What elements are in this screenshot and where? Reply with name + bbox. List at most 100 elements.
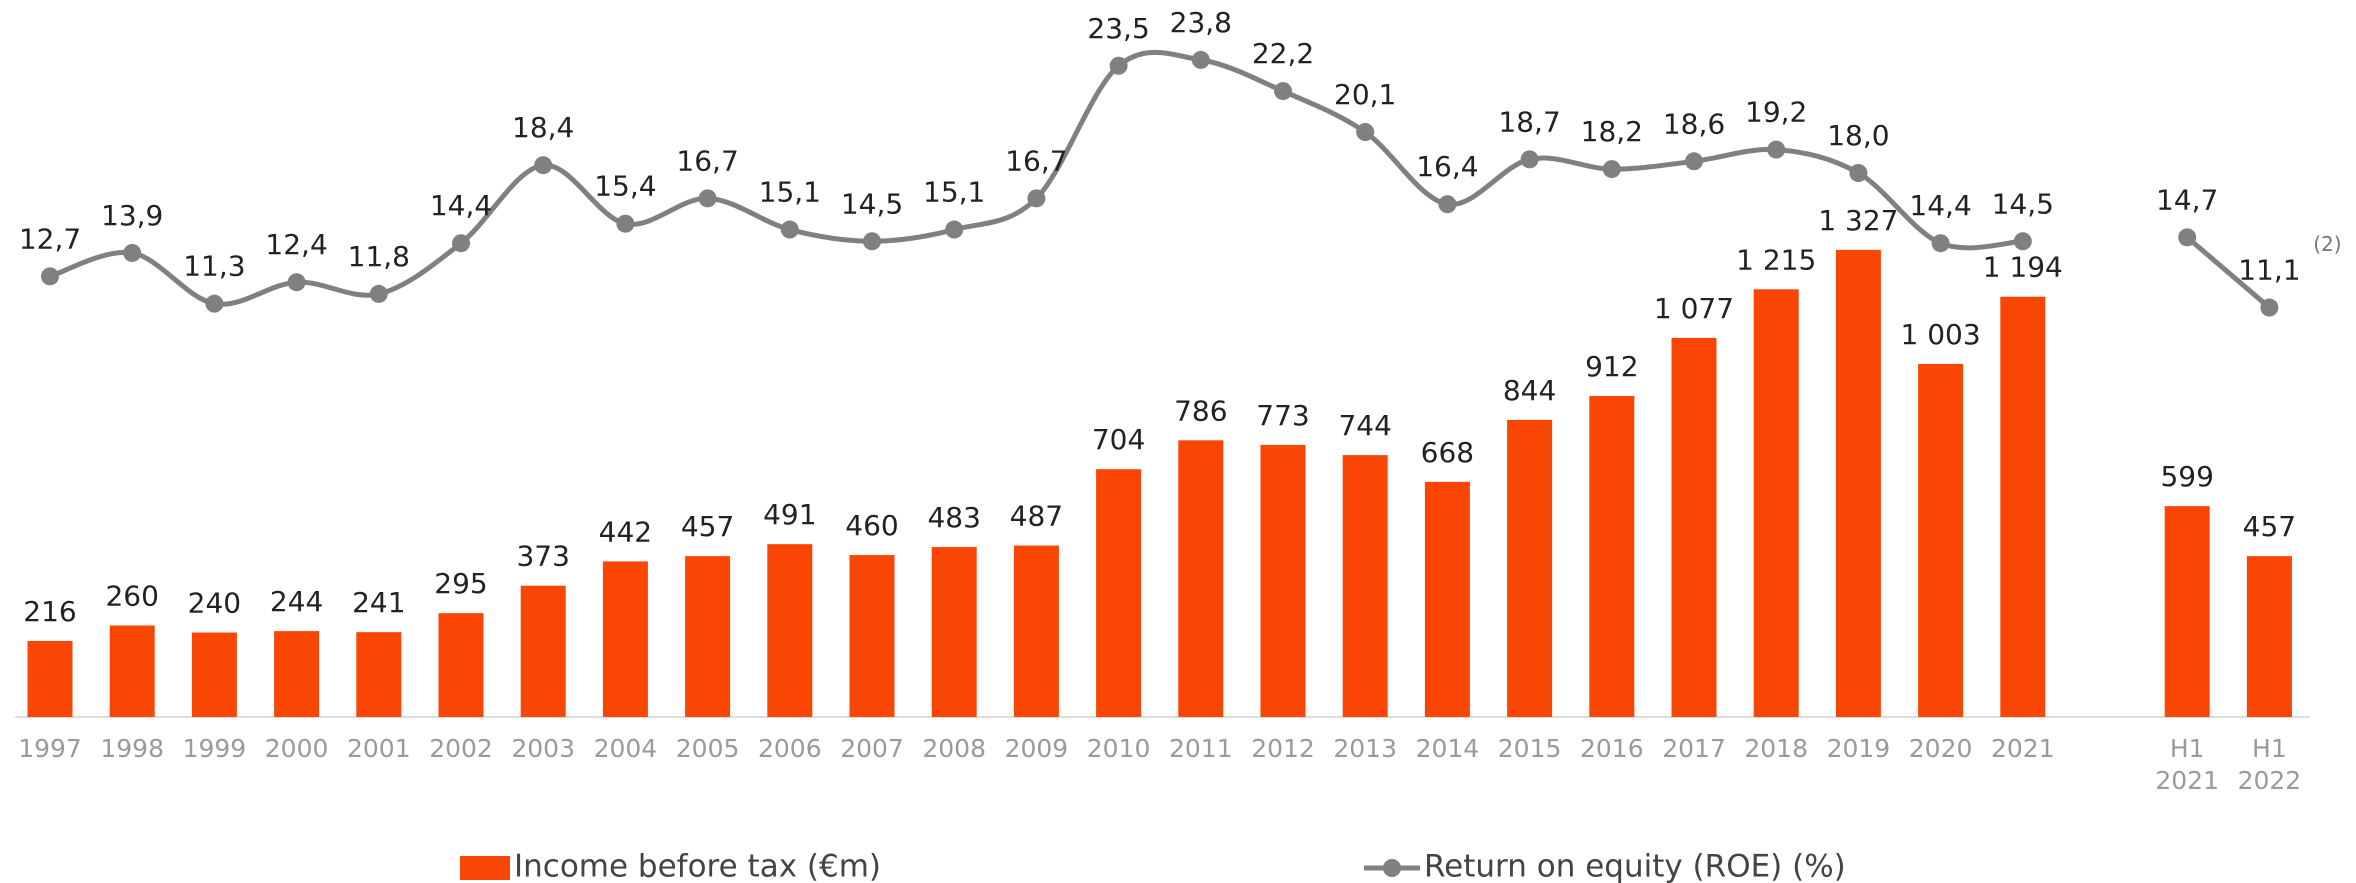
bar — [109, 625, 155, 717]
x-tick-label: 2007 — [840, 734, 904, 763]
roe-point — [1109, 56, 1128, 75]
x-tick-label: 2003 — [511, 734, 575, 763]
roe-point — [1520, 150, 1539, 169]
bar — [767, 544, 813, 717]
bar-label: 240 — [188, 587, 241, 620]
roe-label: 15,1 — [923, 176, 985, 209]
x-tick-label: 2016 — [1580, 734, 1644, 763]
bar — [849, 555, 895, 717]
roe-point — [369, 284, 388, 303]
bar — [931, 546, 977, 717]
x-tick-label: 2004 — [594, 734, 658, 763]
x-tick-label: H1 2021 — [2155, 734, 2219, 795]
roe-point — [1438, 195, 1457, 214]
x-tick-label: 2005 — [676, 734, 740, 763]
roe-point — [780, 220, 799, 239]
x-tick-label: 2017 — [1662, 734, 1726, 763]
x-tick-label: 1998 — [100, 734, 164, 763]
roe-label: 16,4 — [1416, 150, 1478, 183]
x-tick-label: 2014 — [1416, 734, 1480, 763]
roe-label: 15,1 — [759, 176, 821, 209]
bar — [520, 585, 566, 717]
bar — [1260, 444, 1306, 717]
bar-label: 1 194 — [1983, 251, 2063, 284]
roe-label: 14,4 — [430, 189, 492, 222]
roe-point — [1602, 160, 1621, 179]
roe-label: 18,6 — [1663, 107, 1725, 140]
bar — [1589, 395, 1635, 717]
roe-point — [41, 267, 59, 286]
roe-point — [123, 243, 142, 262]
legend-swatch — [460, 856, 510, 880]
roe-label: 18,2 — [1581, 115, 1643, 148]
bar — [274, 631, 320, 717]
annotation: (2) — [2313, 232, 2341, 256]
bar-label: 260 — [105, 579, 158, 612]
bar-label: 483 — [927, 501, 980, 534]
x-tick-label: 2006 — [758, 734, 822, 763]
bar — [602, 561, 648, 717]
x-tick-label: 2021 — [1991, 734, 2055, 763]
roe-point — [616, 214, 635, 233]
roe-point — [698, 189, 717, 208]
roe-point — [452, 234, 470, 253]
bar — [27, 640, 73, 717]
x-tick-label: 2018 — [1744, 734, 1808, 763]
roe-label: 18,4 — [512, 111, 574, 144]
roe-label: 12,4 — [265, 228, 327, 261]
bar-label: 457 — [681, 510, 734, 543]
roe-point — [863, 232, 881, 251]
roe-point — [2260, 298, 2279, 317]
roe-label: 18,0 — [1827, 119, 1889, 152]
roe-label: 15,4 — [594, 170, 656, 203]
x-tick-label: 2020 — [1909, 734, 1973, 763]
roe-label: 13,9 — [101, 199, 163, 232]
roe-line — [49, 50, 2023, 307]
bar-label: 442 — [599, 515, 652, 548]
x-tick-label: 2008 — [922, 734, 986, 763]
roe-label: 12,7 — [19, 222, 81, 255]
roe-label: 20,1 — [1334, 78, 1396, 111]
x-tick-label: 2002 — [429, 734, 493, 763]
bar-label: 457 — [2243, 510, 2296, 543]
roe-point — [534, 156, 553, 175]
bar-label: 295 — [434, 567, 487, 600]
bar-label: 786 — [1174, 394, 1227, 427]
x-tick-label: 2010 — [1087, 734, 1151, 763]
bar — [1013, 545, 1059, 717]
x-tick-label: 2000 — [265, 734, 329, 763]
roe-point — [1767, 140, 1786, 159]
roe-point — [1191, 50, 1210, 69]
x-tick-label: 2011 — [1169, 734, 1233, 763]
x-tick-label: 2001 — [347, 734, 411, 763]
bar-label: 373 — [516, 540, 569, 573]
roe-point — [287, 273, 306, 292]
bar — [2246, 556, 2292, 717]
bar — [1507, 419, 1553, 717]
bar-label: 460 — [845, 509, 898, 542]
roe-point — [1274, 82, 1292, 101]
bar-label: 241 — [352, 586, 405, 619]
bar-label: 244 — [270, 585, 323, 618]
roe-label: 11,1 — [2238, 254, 2300, 287]
bar-label: 744 — [1338, 409, 1391, 442]
roe-label: 22,2 — [1252, 37, 1314, 70]
roe-label: 23,8 — [1170, 6, 1232, 39]
bar — [685, 556, 731, 717]
bar-label: 668 — [1421, 436, 1474, 469]
roe-point — [1931, 234, 1950, 253]
bar-label: 1 327 — [1818, 204, 1898, 237]
roe-label: 11,8 — [348, 240, 410, 273]
bar-label: 1 077 — [1654, 292, 1734, 325]
bar-label: 844 — [1503, 374, 1556, 407]
roe-label: 19,2 — [1745, 96, 1807, 129]
bar-label: 773 — [1256, 399, 1309, 432]
bar-label: 704 — [1092, 423, 1145, 456]
roe-label: 14,5 — [841, 187, 903, 220]
roe-point — [945, 220, 964, 239]
bar-label: 912 — [1585, 350, 1638, 383]
roe-label: 16,7 — [1005, 144, 1067, 177]
bar-label: 491 — [763, 498, 816, 531]
roe-label: 23,5 — [1087, 12, 1149, 45]
